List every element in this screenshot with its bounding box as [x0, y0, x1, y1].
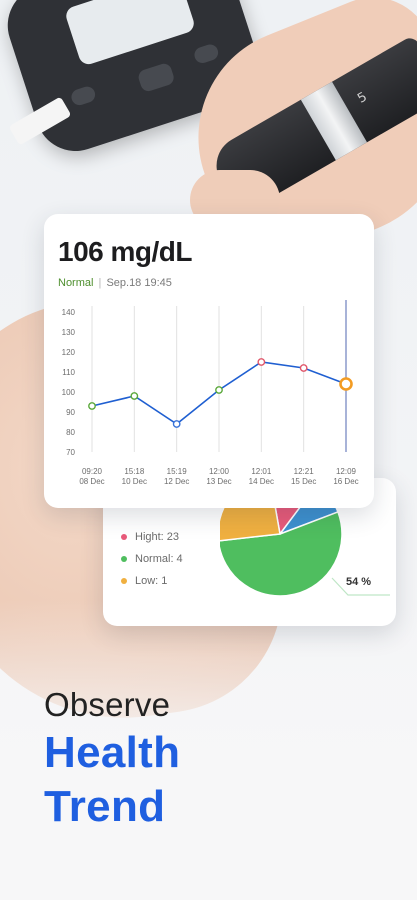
- data-point: [339, 377, 353, 391]
- data-point: [215, 386, 223, 394]
- y-tick-label: 90: [66, 408, 75, 417]
- legend-dot-normal: [121, 556, 127, 562]
- x-tick-time: 15:19: [167, 467, 188, 476]
- x-tick-date: 12 Dec: [164, 477, 189, 486]
- data-point: [172, 420, 181, 428]
- y-tick-label: 140: [62, 308, 76, 317]
- y-tick-label: 130: [62, 328, 76, 337]
- reading-timestamp: Sep.18 19:45: [106, 277, 172, 289]
- x-tick-time: 12:21: [294, 467, 315, 476]
- glucometer-button: [192, 42, 221, 66]
- data-point: [299, 364, 308, 372]
- background-fade: [0, 600, 417, 900]
- legend-label-low: Low: 1: [135, 575, 168, 587]
- y-tick-label: 80: [66, 428, 75, 437]
- distribution-legend: Hight: 23 Normal: 4 Low: 1: [121, 526, 183, 592]
- legend-dot-low: [121, 578, 127, 584]
- legend-label-high: Hight: 23: [135, 531, 180, 543]
- x-tick-time: 12:00: [209, 467, 230, 476]
- y-tick-label: 120: [62, 348, 76, 357]
- pie-percent-label: 54 %: [346, 576, 372, 588]
- x-tick-date: 10 Dec: [122, 477, 147, 486]
- headline-line-3: Trend: [44, 782, 166, 831]
- legend-item-low: Low: 1: [121, 570, 183, 592]
- reading-meta: Normal | Sep.18 19:45: [58, 277, 172, 289]
- glucometer-screen: [63, 0, 197, 67]
- headline: Observe Health Trend: [44, 686, 180, 832]
- x-tick-time: 15:18: [124, 467, 145, 476]
- data-point: [257, 358, 266, 366]
- meta-separator: |: [98, 277, 102, 289]
- lancet-marking: 5: [355, 89, 370, 107]
- legend-dot-high: [121, 534, 127, 540]
- glucometer-button: [69, 84, 98, 108]
- legend-item-normal: Normal: 4: [121, 548, 183, 570]
- y-tick-label: 110: [62, 368, 75, 377]
- x-tick-time: 12:09: [336, 467, 357, 476]
- x-tick-date: 14 Dec: [249, 477, 274, 486]
- glucose-chart-card[interactable]: 106 mg/dL Normal | Sep.18 19:45 140 130 12…: [44, 214, 374, 508]
- legend-item-high: Hight: 23: [121, 526, 183, 548]
- legend-label-normal: Normal: 4: [135, 553, 183, 565]
- pie-slice-normal: [220, 511, 343, 597]
- y-tick-label: 100: [62, 388, 76, 397]
- data-point: [130, 392, 139, 400]
- glucose-reading-value: 106 mg/dL: [58, 236, 192, 267]
- x-tick-date: 16 Dec: [333, 477, 358, 486]
- headline-line-2: Health: [44, 728, 181, 777]
- data-point: [88, 402, 96, 410]
- pie-callout-line: [331, 577, 390, 596]
- x-tick-date: 08 Dec: [79, 477, 104, 486]
- x-tick-date: 15 Dec: [291, 477, 316, 486]
- x-tick-time: 12:01: [251, 467, 272, 476]
- y-tick-label: 70: [66, 448, 75, 457]
- reading-status: Normal: [58, 277, 94, 289]
- x-tick-date: 13 Dec: [206, 477, 231, 486]
- x-tick-time: 09:20: [82, 467, 103, 476]
- headline-line-1: Observe: [44, 686, 171, 723]
- glucometer-button: [136, 61, 176, 94]
